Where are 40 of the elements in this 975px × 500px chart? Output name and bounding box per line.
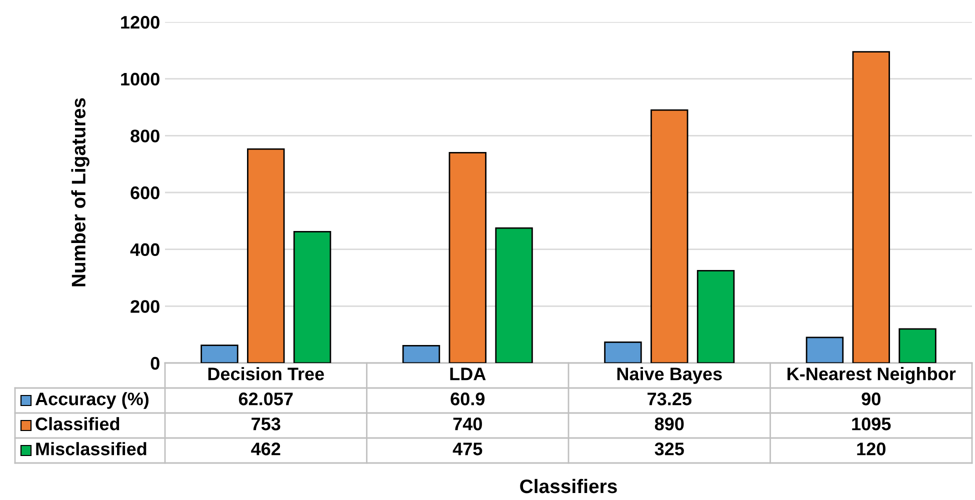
data-label: 60.9 [450,392,485,406]
bar [200,344,238,363]
bar [448,152,486,363]
y-tick-label: 600 [130,186,160,200]
x-tick-label: Decision Tree [208,367,324,380]
x-tick-label: K-Nearest Neighbor [788,367,956,384]
bar [247,148,285,363]
data-label: 740 [453,418,482,430]
legend-label: Misclassified [36,442,146,456]
data-label: 90 [862,392,880,406]
bar [402,345,440,363]
data-label: 462 [251,442,280,456]
data-label: 62.057 [238,392,293,406]
legend-label: Accuracy (%) [35,392,148,409]
x-tick-label: LDA [450,368,486,380]
y-tick-label: 800 [130,130,160,142]
data-label: 73.25 [648,392,692,406]
y-tick-label: 1000 [121,72,160,86]
bar [852,51,890,363]
y-tick-label: 1200 [121,16,160,29]
y-tick-label: 0 [150,356,160,370]
data-label: 120 [857,442,886,456]
bar [650,109,688,363]
legend-label: Classified [36,417,120,430]
y-axis-title: Number of Ligatures [71,98,90,286]
data-label: 890 [654,418,684,430]
bar [806,336,844,363]
bar [604,341,642,363]
x-tick-label: Naive Bayes [617,367,722,384]
data-label: 475 [452,442,482,456]
data-label: 753 [252,418,280,430]
y-tick-label: 400 [130,243,160,256]
data-label: 325 [654,442,684,456]
bar [898,328,936,363]
bar [696,270,735,363]
bar [495,227,533,363]
y-tick-label: 200 [130,300,160,313]
x-axis-title: Classifiers [520,478,617,494]
bar [293,231,332,363]
data-label: 1095 [852,418,891,430]
